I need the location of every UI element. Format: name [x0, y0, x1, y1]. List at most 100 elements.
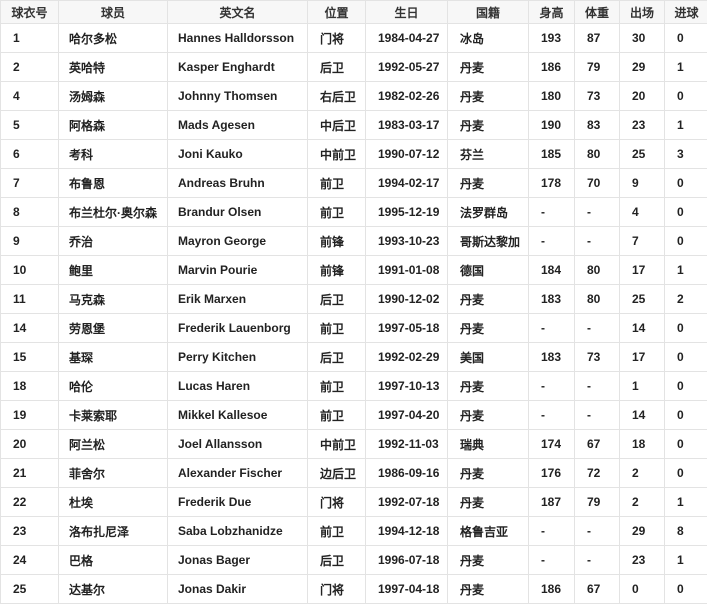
cell-number: 5: [1, 111, 59, 140]
cell-birthday: 1982-02-26: [366, 82, 448, 111]
cell-number: 6: [1, 140, 59, 169]
cell-weight: 67: [575, 430, 620, 459]
cell-height: 193: [529, 24, 575, 53]
cell-english-name: Mads Agesen: [168, 111, 308, 140]
header-appearances[interactable]: 出场: [620, 1, 665, 24]
cell-goals: 0: [665, 198, 707, 227]
cell-weight: 73: [575, 343, 620, 372]
cell-nationality: 法罗群岛: [448, 198, 529, 227]
cell-number: 8: [1, 198, 59, 227]
cell-weight: 80: [575, 285, 620, 314]
cell-english-name: Frederik Due: [168, 488, 308, 517]
cell-appearances: 25: [620, 285, 665, 314]
cell-english-name: Brandur Olsen: [168, 198, 308, 227]
header-weight[interactable]: 体重: [575, 1, 620, 24]
cell-weight: 80: [575, 256, 620, 285]
cell-position: 门将: [308, 488, 366, 517]
cell-goals: 2: [665, 285, 707, 314]
cell-birthday: 1990-07-12: [366, 140, 448, 169]
cell-appearances: 17: [620, 256, 665, 285]
cell-number: 10: [1, 256, 59, 285]
header-height[interactable]: 身高: [529, 1, 575, 24]
header-number[interactable]: 球衣号: [1, 1, 59, 24]
cell-birthday: 1997-04-20: [366, 401, 448, 430]
cell-nationality: 丹麦: [448, 111, 529, 140]
cell-nationality: 丹麦: [448, 169, 529, 198]
cell-appearances: 30: [620, 24, 665, 53]
cell-number: 24: [1, 546, 59, 575]
cell-goals: 8: [665, 517, 707, 546]
cell-appearances: 20: [620, 82, 665, 111]
cell-player: 阿兰松: [59, 430, 168, 459]
cell-number: 14: [1, 314, 59, 343]
cell-appearances: 1: [620, 372, 665, 401]
cell-position: 门将: [308, 24, 366, 53]
header-player[interactable]: 球员: [59, 1, 168, 24]
cell-number: 9: [1, 227, 59, 256]
cell-goals: 0: [665, 343, 707, 372]
cell-position: 后卫: [308, 53, 366, 82]
cell-nationality: 丹麦: [448, 401, 529, 430]
header-birthday[interactable]: 生日: [366, 1, 448, 24]
cell-height: 180: [529, 82, 575, 111]
cell-nationality: 美国: [448, 343, 529, 372]
cell-position: 后卫: [308, 343, 366, 372]
cell-weight: -: [575, 314, 620, 343]
cell-number: 11: [1, 285, 59, 314]
cell-goals: 0: [665, 24, 707, 53]
cell-height: 187: [529, 488, 575, 517]
header-nationality[interactable]: 国籍: [448, 1, 529, 24]
cell-height: -: [529, 198, 575, 227]
cell-position: 前卫: [308, 372, 366, 401]
cell-nationality: 丹麦: [448, 285, 529, 314]
cell-height: -: [529, 546, 575, 575]
cell-position: 后卫: [308, 285, 366, 314]
cell-position: 前卫: [308, 314, 366, 343]
cell-english-name: Lucas Haren: [168, 372, 308, 401]
cell-position: 前卫: [308, 517, 366, 546]
cell-appearances: 23: [620, 111, 665, 140]
header-goals[interactable]: 进球: [665, 1, 707, 24]
cell-goals: 0: [665, 169, 707, 198]
cell-english-name: Joel Allansson: [168, 430, 308, 459]
cell-weight: 87: [575, 24, 620, 53]
cell-birthday: 1994-02-17: [366, 169, 448, 198]
header-position[interactable]: 位置: [308, 1, 366, 24]
cell-english-name: Alexander Fischer: [168, 459, 308, 488]
cell-nationality: 丹麦: [448, 575, 529, 604]
cell-height: -: [529, 314, 575, 343]
cell-appearances: 14: [620, 314, 665, 343]
cell-goals: 1: [665, 488, 707, 517]
cell-player: 哈伦: [59, 372, 168, 401]
cell-position: 中前卫: [308, 140, 366, 169]
header-english-name[interactable]: 英文名: [168, 1, 308, 24]
cell-weight: 67: [575, 575, 620, 604]
cell-birthday: 1991-01-08: [366, 256, 448, 285]
cell-player: 哈尔多松: [59, 24, 168, 53]
cell-english-name: Hannes Halldorsson: [168, 24, 308, 53]
cell-english-name: Johnny Thomsen: [168, 82, 308, 111]
cell-number: 15: [1, 343, 59, 372]
cell-appearances: 14: [620, 401, 665, 430]
cell-birthday: 1997-04-18: [366, 575, 448, 604]
cell-number: 7: [1, 169, 59, 198]
cell-weight: -: [575, 517, 620, 546]
cell-english-name: Mayron George: [168, 227, 308, 256]
cell-weight: -: [575, 227, 620, 256]
cell-player: 劳恩堡: [59, 314, 168, 343]
cell-weight: 70: [575, 169, 620, 198]
cell-height: 185: [529, 140, 575, 169]
cell-nationality: 丹麦: [448, 314, 529, 343]
cell-height: 183: [529, 343, 575, 372]
cell-birthday: 1986-09-16: [366, 459, 448, 488]
